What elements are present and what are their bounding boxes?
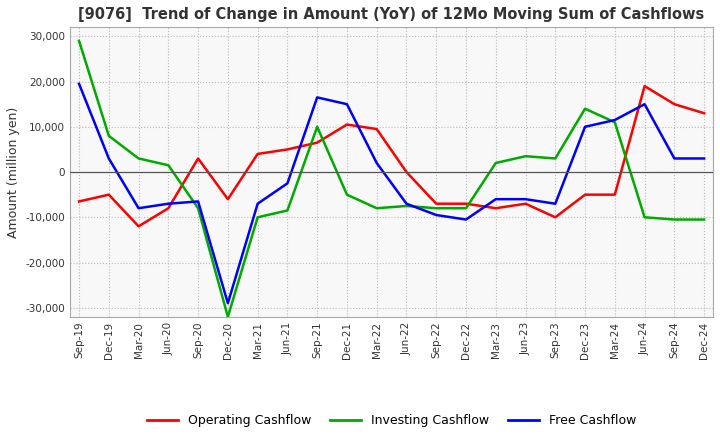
- Title: [9076]  Trend of Change in Amount (YoY) of 12Mo Moving Sum of Cashflows: [9076] Trend of Change in Amount (YoY) o…: [78, 7, 705, 22]
- Legend: Operating Cashflow, Investing Cashflow, Free Cashflow: Operating Cashflow, Investing Cashflow, …: [142, 409, 642, 432]
- Operating Cashflow: [313, 140, 322, 145]
- Free Cashflow: [313, 95, 322, 100]
- Free Cashflow: [283, 181, 292, 186]
- Operating Cashflow: [551, 215, 559, 220]
- Operating Cashflow: [104, 192, 113, 197]
- Free Cashflow: [640, 102, 649, 107]
- Operating Cashflow: [670, 102, 679, 107]
- Investing Cashflow: [402, 203, 411, 209]
- Free Cashflow: [343, 102, 351, 107]
- Investing Cashflow: [492, 160, 500, 165]
- Investing Cashflow: [104, 133, 113, 139]
- Investing Cashflow: [551, 156, 559, 161]
- Investing Cashflow: [164, 163, 173, 168]
- Free Cashflow: [700, 156, 708, 161]
- Operating Cashflow: [521, 201, 530, 206]
- Investing Cashflow: [700, 217, 708, 222]
- Operating Cashflow: [700, 110, 708, 116]
- Operating Cashflow: [402, 169, 411, 175]
- Operating Cashflow: [640, 84, 649, 89]
- Free Cashflow: [581, 124, 590, 129]
- Free Cashflow: [134, 205, 143, 211]
- Investing Cashflow: [313, 124, 322, 129]
- Free Cashflow: [75, 81, 84, 87]
- Free Cashflow: [462, 217, 470, 222]
- Operating Cashflow: [432, 201, 441, 206]
- Free Cashflow: [402, 201, 411, 206]
- Investing Cashflow: [462, 205, 470, 211]
- Investing Cashflow: [343, 192, 351, 197]
- Free Cashflow: [670, 156, 679, 161]
- Operating Cashflow: [283, 147, 292, 152]
- Free Cashflow: [432, 213, 441, 218]
- Investing Cashflow: [670, 217, 679, 222]
- Operating Cashflow: [581, 192, 590, 197]
- Investing Cashflow: [521, 154, 530, 159]
- Operating Cashflow: [75, 199, 84, 204]
- Investing Cashflow: [611, 120, 619, 125]
- Operating Cashflow: [492, 205, 500, 211]
- Operating Cashflow: [611, 192, 619, 197]
- Investing Cashflow: [283, 208, 292, 213]
- Free Cashflow: [551, 201, 559, 206]
- Investing Cashflow: [194, 205, 202, 211]
- Free Cashflow: [521, 197, 530, 202]
- Operating Cashflow: [372, 126, 381, 132]
- Operating Cashflow: [343, 122, 351, 127]
- Operating Cashflow: [134, 224, 143, 229]
- Free Cashflow: [104, 156, 113, 161]
- Investing Cashflow: [372, 205, 381, 211]
- Free Cashflow: [194, 199, 202, 204]
- Free Cashflow: [372, 160, 381, 165]
- Free Cashflow: [492, 197, 500, 202]
- Investing Cashflow: [75, 38, 84, 44]
- Free Cashflow: [223, 301, 232, 306]
- Operating Cashflow: [223, 197, 232, 202]
- Investing Cashflow: [640, 215, 649, 220]
- Free Cashflow: [253, 201, 262, 206]
- Investing Cashflow: [581, 106, 590, 111]
- Operating Cashflow: [462, 201, 470, 206]
- Investing Cashflow: [432, 205, 441, 211]
- Investing Cashflow: [134, 156, 143, 161]
- Operating Cashflow: [253, 151, 262, 157]
- Free Cashflow: [164, 201, 173, 206]
- Operating Cashflow: [194, 156, 202, 161]
- Line: Free Cashflow: Free Cashflow: [79, 84, 704, 303]
- Line: Operating Cashflow: Operating Cashflow: [79, 86, 704, 226]
- Free Cashflow: [611, 117, 619, 123]
- Investing Cashflow: [253, 215, 262, 220]
- Line: Investing Cashflow: Investing Cashflow: [79, 41, 704, 317]
- Investing Cashflow: [223, 314, 232, 319]
- Y-axis label: Amount (million yen): Amount (million yen): [7, 106, 20, 238]
- Operating Cashflow: [164, 205, 173, 211]
